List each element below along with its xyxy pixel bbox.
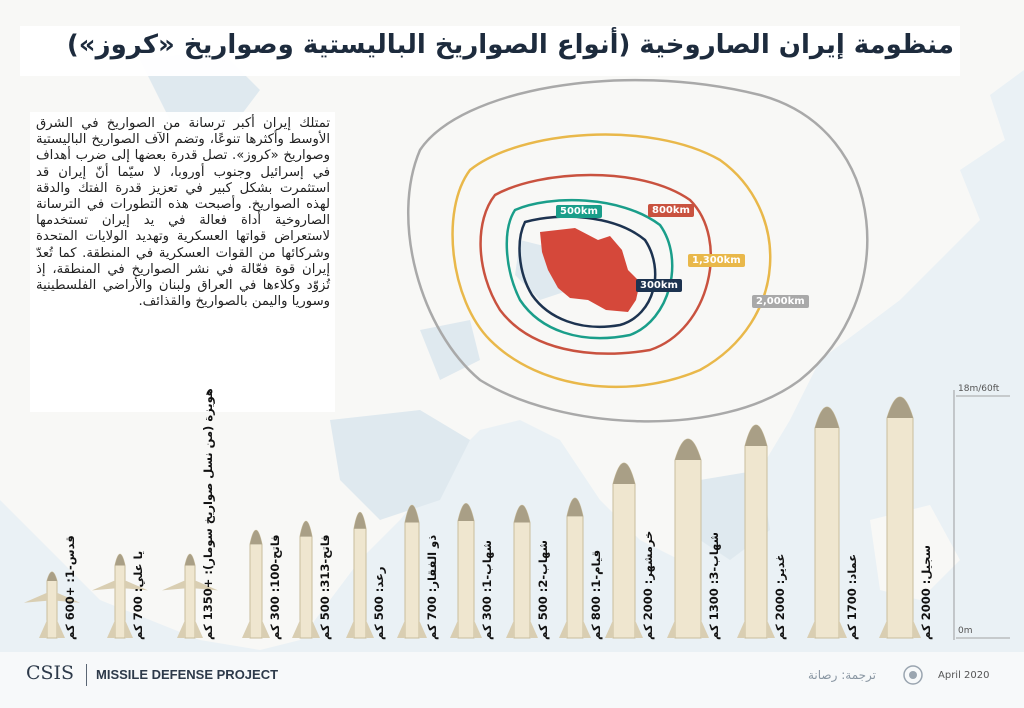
missile-8: [450, 503, 482, 639]
project-name: MISSILE DEFENSE PROJECT: [96, 667, 279, 682]
footer-bar: [0, 652, 1024, 708]
missile-label-14: عماد: 1700 كم: [845, 553, 859, 640]
missile-label-13: غدير: 2000 كم: [773, 553, 787, 640]
rasanah-logo-icon: [903, 665, 923, 685]
missile-15: [879, 396, 921, 639]
missile-12: [667, 438, 709, 639]
range-ring-800: [479, 173, 712, 355]
missile-13: [737, 424, 775, 639]
page-title: منظومة إيران الصاروخية (أنواع الصواريخ ا…: [66, 30, 954, 60]
publication-date: April 2020: [938, 670, 990, 681]
scale-top-label: 18m/60ft: [958, 384, 1000, 394]
missile-10: [559, 497, 591, 639]
scale-bottom-label: 0m: [958, 626, 973, 636]
footer-divider: [86, 664, 87, 686]
missile-2: [92, 553, 148, 639]
range-ring-2000: [407, 78, 869, 423]
missile-1: [24, 571, 80, 639]
intro-text: تمتلك إيران أكبر ترسانة من الصواريخ في ا…: [36, 116, 330, 310]
missile-label-5: فاتح-313: 500 كم: [318, 534, 332, 640]
intro-panel: [30, 112, 335, 412]
translation-credit: ترجمة: رصانة: [808, 668, 877, 682]
missile-label-12: شهاب-3: 1300 كم: [707, 532, 721, 640]
missile-label-9: شهاب-2: 500 كم: [536, 540, 550, 640]
iran-shape: [540, 228, 640, 312]
range-ring-500: [505, 198, 674, 340]
range-ring-300: [518, 215, 657, 329]
range-label-2000: 2,000km: [752, 295, 809, 308]
missile-label-15: سجيل: 2000 كم: [919, 545, 933, 640]
title-background: [20, 26, 960, 76]
missile-6: [346, 511, 374, 639]
range-label-800: 800km: [648, 204, 694, 217]
missile-14: [807, 406, 847, 639]
range-label-500: 500km: [556, 205, 602, 218]
missile-label-10: قيام-1: 800 كم: [589, 549, 603, 640]
range-label-300: 300km: [636, 279, 682, 292]
missile-label-11: خرمشهر: 2000 كم: [641, 530, 655, 640]
missile-9: [506, 504, 538, 639]
missile-label-3: هويزة (من نسل صواريخ سومار): +1350 كم: [201, 388, 215, 640]
range-ring-1300: [451, 133, 772, 389]
missile-label-2: يا علي: 700 كم: [131, 550, 145, 640]
missile-11: [605, 462, 643, 639]
missile-label-7: ذو الفقار: 700 كم: [425, 534, 439, 640]
missile-7: [397, 504, 427, 639]
missile-5: [292, 520, 320, 639]
missile-3: [162, 553, 218, 639]
missile-label-4: فاتح-100: 300 كم: [268, 534, 282, 640]
range-label-1300: 1,300km: [688, 254, 745, 267]
csis-logo: CSIS: [26, 662, 75, 684]
missile-label-6: رعد: 500 كم: [372, 566, 386, 640]
missile-4: [242, 529, 270, 639]
missile-label-8: شهاب-1: 300 كم: [480, 540, 494, 640]
missile-label-1: قدس-1: +600 كم: [63, 535, 77, 640]
